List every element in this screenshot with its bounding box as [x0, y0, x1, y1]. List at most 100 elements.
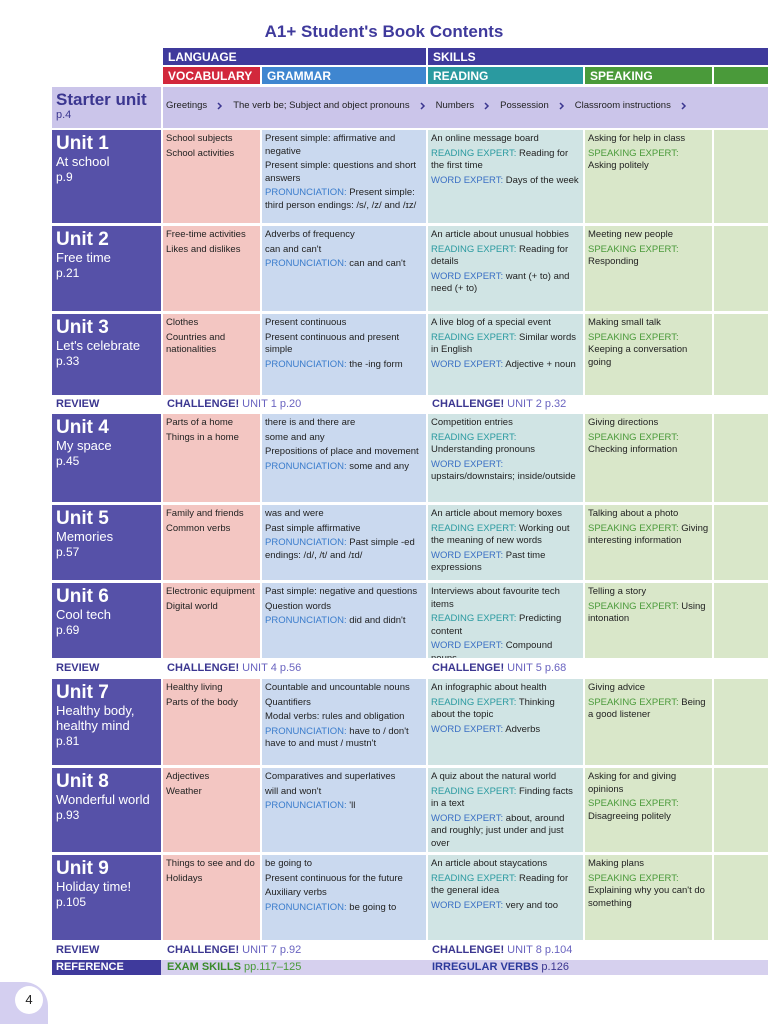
- vocabulary-cell: Parts of a home Things in a home: [163, 414, 260, 502]
- item: Free-time activities: [166, 229, 246, 240]
- challenge-text: UNIT 2 p.32: [507, 398, 567, 410]
- unit-title: Unit 7: [56, 682, 109, 703]
- item: WORD EXPERT: Past time expressions: [431, 550, 580, 575]
- item: Question words: [265, 600, 332, 612]
- speaking-cell: Talking about a photo SPEAKING EXPERT: Gi…: [585, 505, 712, 580]
- extra-cell: [714, 130, 768, 223]
- skills-header: SKILLS: [428, 48, 768, 65]
- vocabulary-cell: Clothes Countries and nationalities: [163, 314, 260, 395]
- item: Present continuous: [265, 317, 347, 328]
- unit-title: Unit 8: [56, 771, 109, 792]
- item: READING EXPERT: Finding facts in a text: [431, 786, 580, 811]
- grammar-cell: there is and there are some and any Prepos…: [262, 414, 426, 502]
- reading-header: READING: [428, 67, 583, 84]
- reference-item: IRREGULAR VERBS p.126: [428, 960, 768, 975]
- item: Present simple: affirmative and negative: [265, 133, 396, 157]
- item: Electronic equipment: [166, 586, 255, 597]
- vocabulary-cell: Free-time activities Likes and dislikes: [163, 226, 260, 311]
- unit-page: p.57: [56, 545, 80, 559]
- item-text: Reading for the first time: [431, 147, 569, 172]
- item: An online message board: [431, 133, 539, 144]
- item-text: Reading for the general idea: [431, 872, 569, 897]
- item: Adverbs of frequency: [265, 229, 355, 240]
- reading-cell: An online message board READING EXPERT: R…: [428, 130, 583, 223]
- item: Asking for help in class: [588, 133, 686, 144]
- item: Telling a story: [588, 586, 647, 597]
- extra-cell: [714, 768, 768, 852]
- unit-title: Starter unit: [56, 90, 147, 109]
- item-text: Using intonation: [588, 600, 706, 625]
- item-label: SPEAKING EXPERT:: [588, 147, 679, 159]
- starter-band: [163, 87, 768, 128]
- unit-page: p.93: [56, 808, 80, 822]
- grammar-header: GRAMMAR: [262, 67, 426, 84]
- chevron: [217, 101, 223, 110]
- vocabulary-header: VOCABULARY: [163, 67, 260, 84]
- speaking-cell: Giving directions SPEAKING EXPERT: Checki…: [585, 414, 712, 502]
- extra-header: [714, 67, 768, 84]
- reading-cell: An article about memory boxes READING EXP…: [428, 505, 583, 580]
- item: A quiz about the natural world: [431, 771, 557, 782]
- item-text: be going to: [349, 901, 397, 913]
- item-label: PRONUNCIATION:: [265, 800, 347, 811]
- topic: Numbers: [435, 100, 475, 111]
- item-text: Understanding pronouns: [431, 444, 536, 455]
- vocabulary-cell: School subjects School activities: [163, 130, 260, 223]
- item-text: Reading for details: [431, 243, 569, 268]
- item-text: 'll: [349, 800, 356, 811]
- item: Past simple: negative and questions: [265, 586, 418, 597]
- item-text: want (+ to) and need (+ to): [431, 270, 570, 295]
- challenge: CHALLENGE! UNIT 4 p.56: [163, 661, 426, 676]
- challenge-label: CHALLENGE!: [432, 398, 505, 410]
- item-label: WORD EXPERT:: [431, 174, 504, 186]
- item: WORD EXPERT: upstairs/downstairs; inside…: [431, 459, 580, 484]
- item-text: upstairs/downstairs; inside/outside: [431, 471, 576, 482]
- item: READING EXPERT: Predicting content: [431, 613, 580, 638]
- item-label: READING EXPERT:: [431, 243, 517, 255]
- unit-title: Unit 6: [56, 586, 109, 607]
- item: some and any: [265, 431, 325, 443]
- item-label: SPEAKING EXPERT:: [588, 243, 679, 255]
- item-label: SPEAKING EXPERT:: [588, 600, 679, 612]
- unit-name: Cool tech: [56, 607, 111, 622]
- item-label: READING EXPERT:: [431, 696, 517, 708]
- item: PRONUNCIATION: did and didn't: [265, 615, 423, 628]
- item-text: Adjective + noun: [505, 358, 576, 370]
- reading-cell: A quiz about the natural world READING EX…: [428, 768, 583, 852]
- challenge-label: CHALLENGE!: [167, 398, 240, 410]
- item-text: very and too: [505, 899, 559, 911]
- item: READING EXPERT: Understanding pronouns: [431, 432, 580, 457]
- item-label: SPEAKING EXPERT:: [588, 798, 679, 809]
- reference-item-text: p.126: [541, 961, 569, 973]
- item-label: WORD EXPERT:: [431, 549, 504, 561]
- challenge-text: UNIT 7 p.92: [242, 944, 302, 956]
- reading-cell: An article about unusual hobbies READING …: [428, 226, 583, 311]
- unit-page: p.33: [56, 354, 80, 368]
- item: Asking for and giving opinions: [588, 771, 677, 795]
- item: WORD EXPERT: want (+ to) and need (+ to): [431, 271, 580, 296]
- item: Digital world: [166, 600, 218, 612]
- item-text: Being a good listener: [588, 696, 706, 721]
- item-label: WORD EXPERT:: [431, 899, 504, 911]
- item: SPEAKING EXPERT: Giving interesting info…: [588, 523, 709, 548]
- item: there is and there are: [265, 417, 356, 428]
- item: A live blog of a special event: [431, 317, 551, 328]
- unit-title: Unit 3: [56, 317, 109, 338]
- chevron: [559, 101, 564, 110]
- item-text: Compound nouns: [431, 640, 553, 658]
- item-label: WORD EXPERT:: [431, 723, 504, 735]
- item: An infographic about health: [431, 682, 547, 693]
- unit-title: Unit 1: [56, 133, 109, 154]
- extra-cell: [714, 414, 768, 502]
- item: SPEAKING EXPERT: Disagreeing politely: [588, 798, 709, 823]
- item: PRONUNCIATION: 'll: [265, 800, 423, 813]
- item-label: PRONUNCIATION:: [265, 615, 347, 626]
- item: Past simple affirmative: [265, 522, 361, 534]
- grammar-cell: be going to Present continuous for the fu…: [262, 855, 426, 940]
- item-text: Working out the meaning of new words: [431, 522, 570, 547]
- review-label: REVIEW: [56, 944, 100, 956]
- item: WORD EXPERT: about, around and roughly; …: [431, 813, 580, 851]
- item-label: SPEAKING EXPERT:: [588, 696, 679, 708]
- item: Talking about a photo: [588, 508, 679, 519]
